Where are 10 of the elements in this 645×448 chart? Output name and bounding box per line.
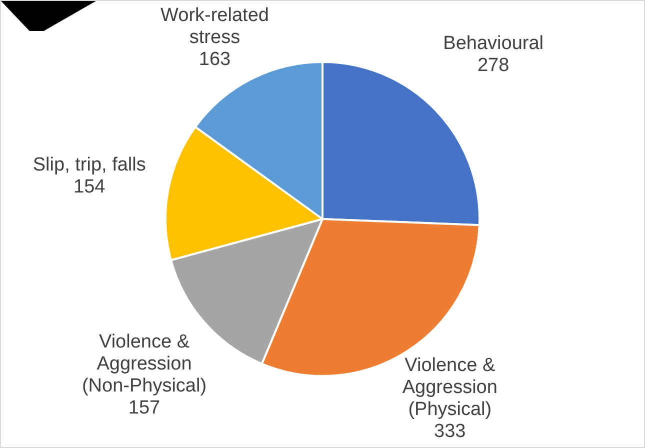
data-label: 333 (434, 421, 466, 442)
slice-label: Work-related stress (160, 5, 269, 48)
slice-label: Behavioural (443, 32, 544, 54)
data-label: 154 (74, 176, 106, 198)
data-label: 163 (198, 49, 231, 70)
slice-label: Violence & Aggression (Physical) (402, 355, 498, 420)
data-label: 278 (477, 54, 510, 76)
slice-label: Violence & Aggression (Non-Physical) (82, 331, 207, 396)
data-label: 157 (128, 397, 160, 418)
slice-label: Slip, trip, falls (32, 154, 146, 176)
